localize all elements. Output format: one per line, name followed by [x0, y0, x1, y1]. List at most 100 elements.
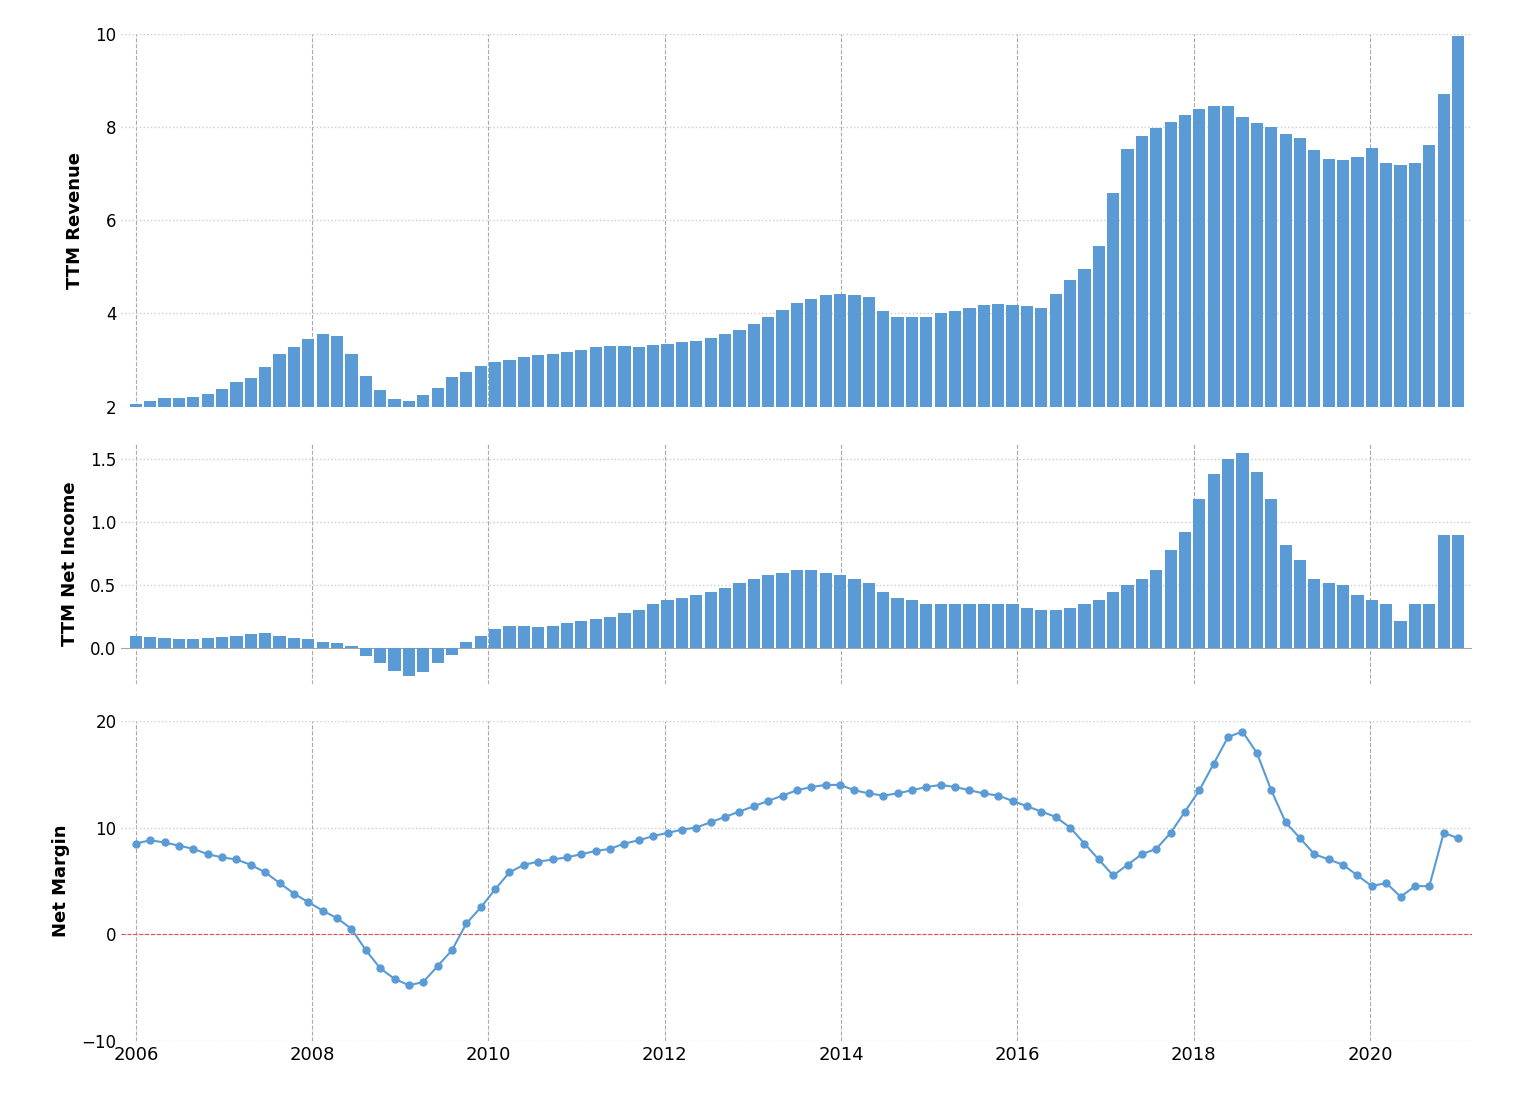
- Bar: [1164, 122, 1176, 406]
- Bar: [704, 592, 716, 648]
- Bar: [1222, 459, 1234, 648]
- Bar: [1151, 570, 1163, 648]
- Bar: [460, 642, 472, 648]
- Bar: [1107, 592, 1119, 648]
- Bar: [402, 648, 414, 676]
- Bar: [244, 377, 257, 406]
- Bar: [1122, 585, 1134, 648]
- Bar: [1251, 123, 1263, 406]
- Bar: [1122, 149, 1134, 406]
- Bar: [489, 361, 501, 406]
- Bar: [791, 303, 803, 406]
- Bar: [1424, 604, 1436, 648]
- Bar: [720, 587, 732, 648]
- Bar: [647, 345, 659, 406]
- Bar: [1453, 36, 1465, 406]
- Bar: [158, 398, 170, 406]
- Bar: [187, 397, 199, 406]
- Bar: [1264, 126, 1277, 406]
- Bar: [533, 355, 545, 406]
- Bar: [417, 395, 430, 406]
- Bar: [978, 604, 990, 648]
- Bar: [1236, 117, 1249, 406]
- Bar: [360, 648, 372, 656]
- Bar: [460, 372, 472, 406]
- Bar: [216, 389, 228, 406]
- Bar: [575, 621, 587, 648]
- Bar: [1366, 601, 1378, 648]
- Bar: [373, 648, 386, 664]
- Bar: [833, 293, 846, 406]
- Bar: [849, 579, 861, 648]
- Bar: [1264, 499, 1277, 648]
- Bar: [589, 619, 601, 648]
- Bar: [906, 317, 918, 406]
- Bar: [720, 335, 732, 406]
- Bar: [920, 604, 932, 648]
- Bar: [662, 344, 674, 406]
- Bar: [1395, 166, 1407, 406]
- Bar: [1293, 560, 1305, 648]
- Bar: [964, 604, 976, 648]
- Bar: [1208, 106, 1220, 406]
- Y-axis label: Net Margin: Net Margin: [53, 825, 70, 937]
- Bar: [964, 308, 976, 406]
- Bar: [546, 626, 559, 648]
- Bar: [389, 398, 401, 406]
- Bar: [260, 367, 272, 406]
- Bar: [1135, 137, 1148, 406]
- Bar: [704, 338, 716, 406]
- Bar: [762, 317, 774, 406]
- Bar: [1151, 128, 1163, 406]
- Bar: [288, 638, 301, 648]
- Bar: [504, 626, 516, 648]
- Bar: [633, 347, 645, 406]
- Bar: [1049, 293, 1061, 406]
- Bar: [849, 294, 861, 406]
- Bar: [1222, 106, 1234, 406]
- Bar: [1179, 115, 1192, 406]
- Bar: [1049, 611, 1061, 648]
- Bar: [1035, 611, 1047, 648]
- Bar: [144, 637, 156, 648]
- Bar: [1251, 471, 1263, 648]
- Bar: [446, 648, 458, 655]
- Bar: [1107, 192, 1119, 406]
- Bar: [949, 604, 961, 648]
- Bar: [1438, 94, 1450, 406]
- Bar: [560, 351, 574, 406]
- Bar: [1337, 585, 1350, 648]
- Bar: [691, 595, 703, 648]
- Bar: [317, 333, 329, 406]
- Bar: [317, 642, 329, 648]
- Bar: [618, 346, 630, 406]
- Bar: [417, 648, 430, 673]
- Bar: [1322, 583, 1334, 648]
- Bar: [993, 604, 1005, 648]
- Bar: [1395, 621, 1407, 648]
- Bar: [533, 627, 545, 648]
- Bar: [1164, 549, 1176, 648]
- Bar: [187, 639, 199, 648]
- Bar: [733, 583, 745, 648]
- Bar: [1280, 545, 1292, 648]
- Bar: [1064, 608, 1076, 648]
- Bar: [173, 639, 185, 648]
- Bar: [302, 639, 314, 648]
- Bar: [604, 346, 616, 406]
- Bar: [288, 347, 301, 406]
- Bar: [1093, 246, 1105, 406]
- Bar: [345, 355, 358, 406]
- Bar: [1020, 608, 1034, 648]
- Bar: [762, 575, 774, 648]
- Bar: [1351, 595, 1363, 648]
- Bar: [1351, 157, 1363, 406]
- Bar: [331, 643, 343, 648]
- Bar: [345, 646, 358, 648]
- Bar: [158, 638, 170, 648]
- Bar: [748, 579, 761, 648]
- Bar: [1193, 110, 1205, 406]
- Bar: [1409, 163, 1421, 406]
- Bar: [273, 355, 285, 406]
- Bar: [431, 388, 443, 406]
